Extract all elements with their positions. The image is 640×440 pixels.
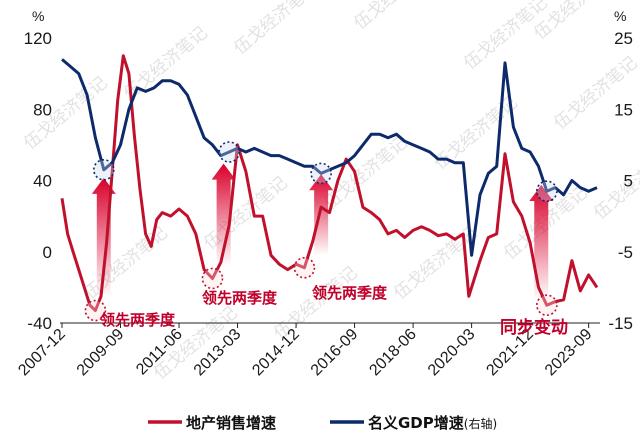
highlight-circle xyxy=(84,299,107,322)
right-tick-label: 25 xyxy=(614,29,633,48)
left-tick-label: 80 xyxy=(33,100,52,119)
right-tick-label: -5 xyxy=(618,243,633,262)
annotation-sync: 同步变动 xyxy=(500,317,568,338)
highlight-circle xyxy=(536,294,558,316)
right-tick-label: 15 xyxy=(614,100,633,119)
highlight-circle xyxy=(201,267,224,290)
legend: 地产销售增速 名义GDP增速(右轴) xyxy=(148,414,497,432)
right-tick-label: -15 xyxy=(608,314,633,333)
annotation-lead-2: 领先两季度 xyxy=(201,289,278,307)
x-tick-label: 2018-06 xyxy=(366,326,420,380)
right-tick-label: 5 xyxy=(624,172,633,191)
watermark-text: 伍戈经济笔记 xyxy=(320,133,411,214)
right-unit-label: % xyxy=(614,8,626,24)
x-tick-label: 2009-09 xyxy=(74,326,128,380)
left-tick-label: 40 xyxy=(33,172,52,191)
series-line-gdp xyxy=(61,58,598,257)
highlight-circles xyxy=(84,141,558,322)
annotation-lead-3: 领先两季度 xyxy=(311,284,388,302)
highlight-circle xyxy=(92,159,115,181)
left-tick-label: 0 xyxy=(43,243,52,262)
highlight-circle xyxy=(310,162,332,185)
highlight-circle xyxy=(536,180,558,202)
annotation-lead-1: 领先两季度 xyxy=(99,311,176,329)
annotation-arrow xyxy=(211,163,236,266)
x-tick-label: 2020-03 xyxy=(425,326,479,380)
highlight-circle xyxy=(293,256,316,279)
svg-text:名义GDP增速(右轴): 名义GDP增速(右轴) xyxy=(368,414,497,432)
highlight-circle xyxy=(218,141,240,163)
legend-label-sales: 地产销售增速 xyxy=(186,414,276,432)
legend-label-gdp-suffix: (右轴) xyxy=(464,416,497,431)
watermark-text: 伍戈经济笔记 xyxy=(80,223,171,304)
left-axis-ticks: 120 80 40 0 -40 xyxy=(24,29,52,333)
watermark-text: 伍戈经济笔记 xyxy=(120,23,211,104)
x-tick-label: 2016-09 xyxy=(308,326,362,380)
watermark-text: 伍戈经济笔记 xyxy=(350,0,441,34)
left-tick-label: 120 xyxy=(24,29,52,48)
watermark-text: 伍戈经济笔记 xyxy=(550,53,640,134)
left-tick-label: -40 xyxy=(27,314,52,333)
series-line-sales xyxy=(60,54,599,312)
watermark-text: 伍戈经济笔记 xyxy=(230,0,321,59)
legend-label-gdp: 名义GDP增速 xyxy=(368,414,464,432)
series-lines xyxy=(60,54,599,312)
left-unit-label: % xyxy=(32,8,44,24)
right-axis-ticks: 25 15 5 -5 -15 xyxy=(608,29,633,333)
x-tick-label: 2007-12 xyxy=(15,326,69,380)
watermark-text: 伍戈经济笔记 xyxy=(200,173,291,254)
